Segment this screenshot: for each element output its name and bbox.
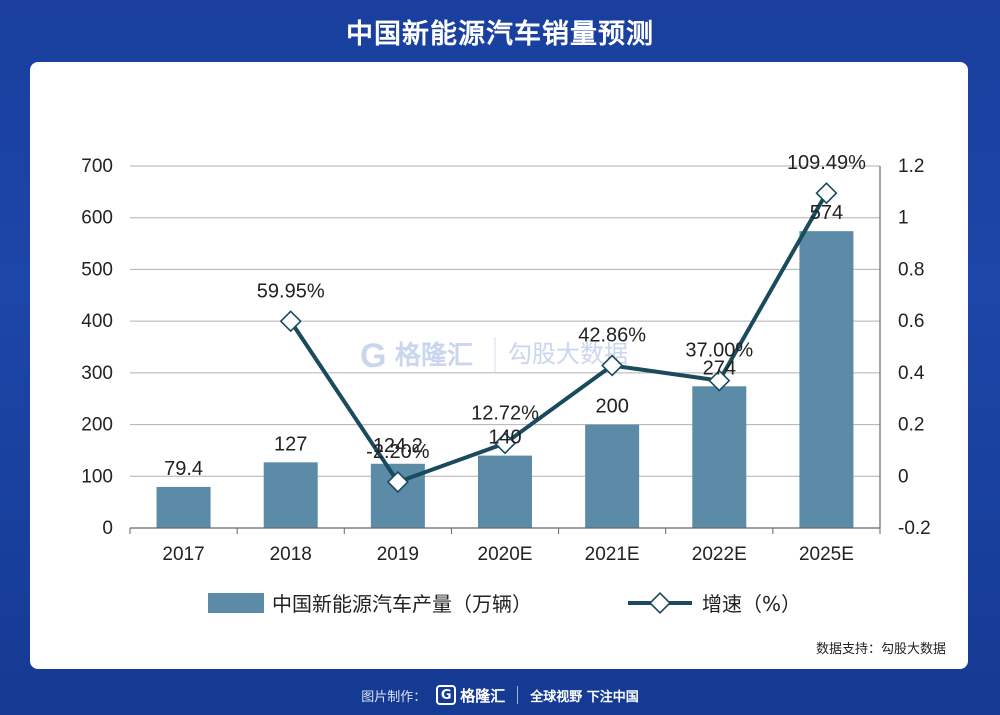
legend-bar-label: 中国新能源汽车产量（万辆） bbox=[272, 592, 532, 616]
legend-bar-swatch bbox=[208, 593, 264, 613]
bar-value-label: 124.2 bbox=[373, 435, 423, 457]
growth-point bbox=[708, 369, 731, 392]
bar-value-label: 200 bbox=[595, 396, 628, 418]
bar-value-label: 127 bbox=[274, 433, 307, 455]
y-left-tick-label: 600 bbox=[81, 208, 113, 229]
growth-value-label: 42.86% bbox=[578, 324, 646, 346]
y-left-tick-label: 500 bbox=[81, 259, 113, 280]
bar bbox=[799, 231, 854, 528]
y-left-tick-label: 400 bbox=[81, 311, 113, 332]
growth-value-label: 37.00% bbox=[685, 340, 753, 362]
bar-value-label: 140 bbox=[488, 427, 521, 449]
source-note: 数据支持：勾股大数据 bbox=[815, 642, 946, 657]
growth-point bbox=[279, 310, 302, 333]
y-right-tick-label: 0.6 bbox=[898, 311, 924, 332]
bar-value-label: 79.4 bbox=[164, 458, 203, 480]
x-tick-label: 2022E bbox=[692, 544, 747, 565]
brand-logo-icon: G bbox=[436, 685, 457, 705]
x-tick-label: 2018 bbox=[270, 544, 312, 565]
growth-point bbox=[601, 354, 624, 377]
growth-value-label: -2.20% bbox=[366, 441, 430, 463]
bar-value-label: 574 bbox=[810, 202, 843, 224]
x-tick-label: 2020E bbox=[478, 544, 533, 565]
y-right-tick-label: 0.2 bbox=[898, 415, 924, 436]
y-right-tick-label: 0.8 bbox=[898, 259, 924, 280]
page-title: 中国新能源汽车销量预测 bbox=[346, 19, 654, 50]
bar bbox=[585, 424, 640, 528]
y-left-tick-label: 700 bbox=[81, 156, 113, 177]
bar bbox=[156, 486, 211, 528]
x-tick-label: 2017 bbox=[162, 544, 204, 565]
footer-divider bbox=[517, 686, 519, 704]
y-left-tick-label: 200 bbox=[81, 415, 113, 436]
y-right-tick-label: 1 bbox=[898, 208, 909, 229]
bar bbox=[692, 386, 747, 528]
footer-credit-label: 图片制作： bbox=[361, 689, 427, 705]
growth-value-label: 12.72% bbox=[471, 402, 539, 424]
watermark-logo-icon: G bbox=[360, 337, 386, 375]
y-right-tick-label: 0.4 bbox=[898, 363, 925, 384]
bar bbox=[263, 462, 318, 528]
footer: 图片制作： G 格隆汇 全球视野 下注中国 bbox=[0, 680, 1000, 710]
growth-point bbox=[386, 470, 409, 494]
chart-card: G 格隆汇 勾股大数据 79.4 127 124.2 140 200 274 574 59.95%… bbox=[30, 62, 968, 669]
y-left-tick-label: 100 bbox=[81, 466, 113, 487]
y-right-tick-label: 1.2 bbox=[898, 156, 924, 177]
watermark-brand-a: 格隆汇 bbox=[395, 340, 473, 371]
y-left-tick-label: 0 bbox=[102, 518, 113, 539]
y-left-tick-label: 300 bbox=[81, 363, 113, 384]
growth-point bbox=[815, 182, 838, 205]
x-tick-label: 2025E bbox=[799, 544, 854, 565]
legend-line-marker bbox=[648, 591, 672, 615]
growth-value-label: 109.49% bbox=[787, 152, 866, 174]
growth-line bbox=[289, 192, 829, 484]
y-right-tick-label: 0 bbox=[898, 466, 909, 487]
x-tick-label: 2019 bbox=[377, 544, 419, 565]
legend-line-label: 增速（%） bbox=[702, 592, 801, 616]
growth-value-label: 59.95% bbox=[257, 280, 325, 302]
x-tick-label: 2021E bbox=[585, 544, 640, 565]
growth-point bbox=[493, 432, 517, 455]
footer-slogan: 全球视野 下注中国 bbox=[530, 689, 639, 705]
y-right-tick-label: -0.2 bbox=[898, 518, 931, 539]
footer-brand: 格隆汇 bbox=[460, 686, 506, 705]
bar-value-label: 274 bbox=[703, 357, 736, 379]
bar bbox=[478, 455, 532, 528]
